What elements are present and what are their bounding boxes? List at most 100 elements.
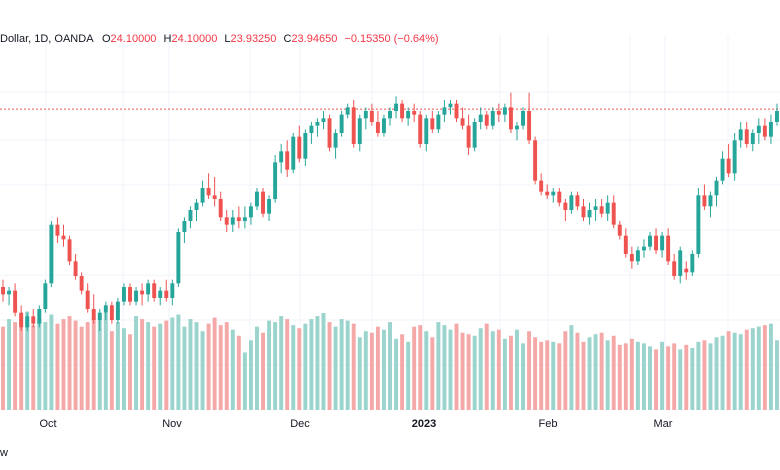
volume-bar [400,334,405,410]
volume-bar [448,329,453,410]
candle-body [31,316,36,324]
volume-bar [188,319,193,410]
high-value: 24.10000 [171,33,218,45]
candle-body [599,206,604,214]
volume-bar [418,325,423,410]
volume-bar [515,329,519,410]
volume-bar [309,319,314,410]
volume-bar [678,349,683,410]
volume-bar [49,314,54,410]
candle-body [261,191,265,214]
candle-body [321,118,326,122]
candle-body [442,107,447,115]
candle-body [146,283,151,295]
volume-bar [430,337,435,410]
change-value: −0.15350 (−0.64%) [344,33,439,45]
candle-body [273,162,278,199]
candle-body [13,290,18,313]
candle-body [176,232,181,284]
candle-body [212,195,217,199]
volume-bar [690,347,695,410]
candle-body [152,283,157,298]
candle-body [641,246,646,251]
volume-bar [533,337,538,410]
candle-body [79,276,84,291]
candle-body [97,312,102,320]
volume-bar [333,326,338,410]
volume-bar [472,335,477,410]
candle-body [7,290,12,295]
candle-body [551,191,556,196]
candle-body [660,235,665,251]
volume-bar [490,331,495,410]
candle-body [194,202,199,210]
volume-bar [43,322,48,410]
volume-bar [617,344,622,410]
candle-body [629,254,634,262]
volume-bar [97,319,102,410]
volume-bar [224,322,229,410]
volume-bar [37,319,42,410]
volume-bar [406,341,411,410]
volume-bar [79,326,84,410]
volume-bar [115,322,120,410]
candle-body [158,290,163,298]
candle-body [502,107,507,115]
x-axis-label: Dec [290,418,310,430]
volume-bar [273,322,278,410]
candle-body [490,111,495,126]
volume-bar [478,328,483,410]
volume-bar [255,326,259,410]
volume-bar [279,316,284,410]
volume-bar [460,332,465,410]
volume-bar [164,320,169,410]
close-value: 23.94650 [291,33,338,45]
volume-bar [285,319,290,410]
candle-body [684,268,689,273]
volume-bar [152,326,157,410]
symbol-label: Dollar, 1D, OANDA [0,33,93,45]
candle-body [454,103,459,119]
volume-bar [218,325,223,410]
volume-bar [91,317,96,410]
volume-bar [19,316,24,410]
volume-bar [660,341,665,410]
candle-body [140,290,145,295]
candle-body [115,301,120,320]
volume-bar [297,328,302,410]
candle-body [121,287,126,302]
candle-body [575,195,580,207]
volume-bar [551,341,556,410]
volume-bar [768,323,773,410]
ohlc-legend: Dollar, 1D, OANDA O24.10000 H24.10000 L2… [0,33,439,45]
candle-body [678,250,683,276]
volume-bar [128,334,132,410]
candle-body [297,136,302,159]
volume-bar [394,338,399,410]
candle-body [478,114,483,122]
candle-body [430,118,435,130]
volume-bar [654,349,659,410]
candle-body [666,235,671,262]
volume-bar [315,316,320,410]
candle-body [91,309,96,320]
volume-bar [200,331,205,410]
candle-body [466,125,471,148]
volume-bar [109,331,114,410]
volume-bar [442,325,447,410]
volume-bar [454,323,459,410]
volume-bar [261,332,265,410]
volume-bar [545,340,550,410]
x-axis-label: Mar [654,418,673,430]
candle-body [508,107,513,130]
candle-body [67,239,72,262]
candle-body [406,111,411,119]
candle-body [103,305,108,313]
volume-bar [103,313,108,410]
volume-bar [720,335,725,410]
volume-bar [575,332,580,410]
volume-bar [242,352,247,410]
volume-bar [121,328,126,410]
